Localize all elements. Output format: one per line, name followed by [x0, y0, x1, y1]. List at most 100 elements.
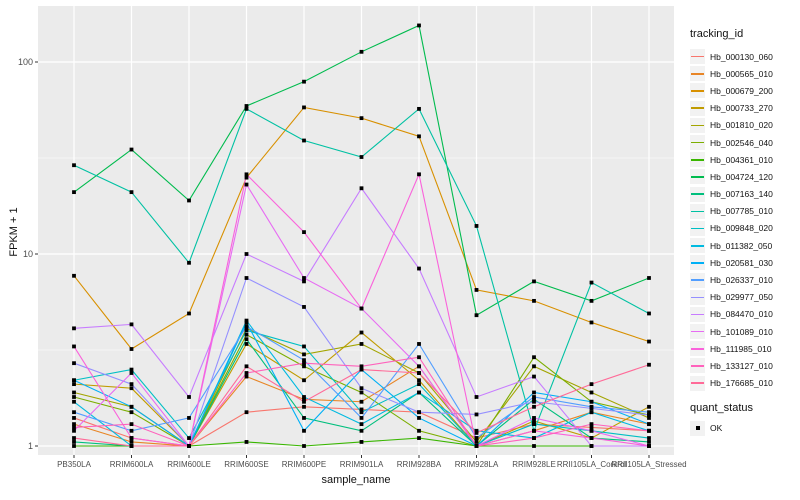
data-point[interactable]	[302, 399, 306, 404]
data-point[interactable]	[302, 444, 306, 448]
data-point[interactable]	[474, 224, 479, 228]
data-point[interactable]	[647, 311, 651, 316]
data-point[interactable]	[532, 279, 536, 284]
data-point[interactable]	[589, 390, 594, 395]
data-point[interactable]	[244, 276, 249, 280]
data-point[interactable]	[647, 436, 651, 440]
data-point[interactable]	[244, 182, 249, 187]
data-point[interactable]	[417, 390, 421, 395]
data-point[interactable]	[417, 134, 421, 139]
data-point[interactable]	[244, 106, 249, 111]
legend-item-Hb_000733_270[interactable]: Hb_000733_270	[690, 100, 800, 117]
legend-item-Hb_000679_200[interactable]: Hb_000679_200	[690, 82, 800, 99]
data-point[interactable]	[72, 190, 76, 195]
data-point[interactable]	[532, 390, 536, 395]
data-point[interactable]	[647, 444, 651, 448]
data-point[interactable]	[72, 410, 76, 415]
legend-item-Hb_101089_010[interactable]: Hb_101089_010	[690, 323, 800, 340]
data-point[interactable]	[72, 425, 76, 430]
data-point[interactable]	[244, 374, 249, 379]
data-point[interactable]	[187, 416, 191, 420]
data-point[interactable]	[244, 337, 249, 342]
legend-item-Hb_000130_060[interactable]: Hb_000130_060	[690, 48, 800, 65]
data-point[interactable]	[72, 416, 76, 420]
data-point[interactable]	[359, 306, 364, 311]
data-point[interactable]	[532, 419, 536, 423]
data-point[interactable]	[417, 342, 421, 346]
data-point[interactable]	[417, 355, 421, 360]
data-point[interactable]	[244, 252, 249, 256]
data-point[interactable]	[532, 399, 536, 404]
legend-item-Hb_020581_030[interactable]: Hb_020581_030	[690, 254, 800, 271]
legend-item-Hb_029977_050[interactable]: Hb_029977_050	[690, 289, 800, 306]
data-point[interactable]	[474, 313, 479, 318]
data-point[interactable]	[359, 422, 364, 427]
data-point[interactable]	[129, 190, 134, 195]
data-point[interactable]	[532, 395, 536, 399]
data-point[interactable]	[474, 436, 479, 440]
data-point[interactable]	[72, 273, 76, 278]
data-point[interactable]	[129, 367, 134, 372]
data-point[interactable]	[302, 344, 306, 349]
data-point[interactable]	[72, 163, 76, 168]
data-point[interactable]	[359, 440, 364, 444]
data-point[interactable]	[589, 428, 594, 433]
legend-item-Hb_133127_010[interactable]: Hb_133127_010	[690, 357, 800, 374]
data-point[interactable]	[532, 404, 536, 409]
data-point[interactable]	[474, 395, 479, 399]
data-point[interactable]	[244, 410, 249, 415]
data-point[interactable]	[417, 172, 421, 177]
data-point[interactable]	[532, 444, 536, 448]
data-point[interactable]	[359, 428, 364, 433]
data-point[interactable]	[417, 436, 421, 440]
data-point[interactable]	[244, 440, 249, 444]
data-point[interactable]	[72, 399, 76, 404]
data-point[interactable]	[72, 344, 76, 349]
data-point[interactable]	[244, 371, 249, 375]
data-point[interactable]	[359, 342, 364, 346]
data-point[interactable]	[359, 386, 364, 391]
data-point[interactable]	[647, 404, 651, 409]
data-point[interactable]	[302, 276, 306, 280]
data-point[interactable]	[187, 260, 191, 265]
data-point[interactable]	[589, 425, 594, 430]
data-point[interactable]	[72, 436, 76, 440]
data-point[interactable]	[532, 298, 536, 303]
data-point[interactable]	[417, 371, 421, 375]
data-point[interactable]	[417, 382, 421, 387]
data-point[interactable]	[359, 410, 364, 415]
data-point[interactable]	[129, 322, 134, 327]
data-point[interactable]	[302, 105, 306, 110]
data-point[interactable]	[302, 138, 306, 143]
data-point[interactable]	[244, 324, 249, 329]
data-point[interactable]	[302, 364, 306, 369]
data-point[interactable]	[359, 49, 364, 54]
data-point[interactable]	[417, 23, 421, 28]
data-point[interactable]	[302, 352, 306, 357]
legend-item-Hb_000565_010[interactable]: Hb_000565_010	[690, 65, 800, 82]
data-point[interactable]	[417, 428, 421, 433]
data-point[interactable]	[72, 422, 76, 427]
legend-item-Hb_084470_010[interactable]: Hb_084470_010	[690, 306, 800, 323]
data-point[interactable]	[129, 347, 134, 351]
data-point[interactable]	[474, 412, 479, 417]
data-point[interactable]	[532, 416, 536, 420]
data-point[interactable]	[359, 116, 364, 121]
data-point[interactable]	[589, 280, 594, 285]
data-point[interactable]	[72, 382, 76, 387]
legend-item-Hb_111985_010[interactable]: Hb_111985_010	[690, 340, 800, 357]
data-point[interactable]	[72, 361, 76, 366]
data-point[interactable]	[647, 422, 651, 427]
legend-item-quant-ok[interactable]: OK	[690, 420, 800, 437]
legend-item-Hb_009848_020[interactable]: Hb_009848_020	[690, 220, 800, 237]
data-point[interactable]	[417, 106, 421, 111]
data-point[interactable]	[72, 444, 76, 448]
data-point[interactable]	[72, 390, 76, 395]
data-point[interactable]	[589, 410, 594, 415]
data-point[interactable]	[302, 378, 306, 383]
data-point[interactable]	[532, 436, 536, 440]
data-point[interactable]	[72, 395, 76, 399]
data-point[interactable]	[589, 436, 594, 440]
data-point[interactable]	[302, 428, 306, 433]
data-point[interactable]	[474, 288, 479, 292]
